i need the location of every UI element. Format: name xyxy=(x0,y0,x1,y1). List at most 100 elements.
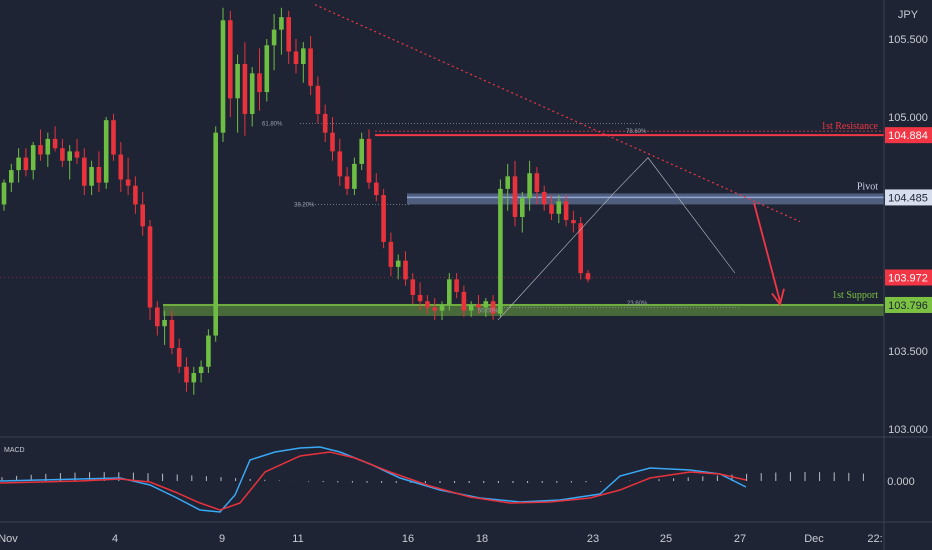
candle-body xyxy=(16,157,21,171)
candle-body xyxy=(344,176,350,189)
candle-body xyxy=(527,173,532,199)
candle-body xyxy=(96,166,102,183)
candle-body xyxy=(454,279,459,292)
candle-body xyxy=(359,138,364,164)
candle-body xyxy=(585,273,591,280)
candle-body xyxy=(191,373,197,383)
x-tick-label: 11 xyxy=(292,533,303,545)
candle-body xyxy=(38,145,43,155)
candle-body xyxy=(184,366,189,383)
candle-body xyxy=(103,120,109,183)
candle-body xyxy=(381,195,386,242)
x-tick-label: 18 xyxy=(476,533,488,545)
candle-body xyxy=(293,51,299,64)
candle-body xyxy=(206,335,211,367)
candle-body xyxy=(322,113,328,133)
candle-body xyxy=(315,85,321,114)
candle-body xyxy=(447,279,452,305)
candle-body xyxy=(264,45,270,93)
y-tick-label: 103.000 xyxy=(888,424,928,436)
candle-body xyxy=(242,63,248,114)
candle-body xyxy=(520,198,525,217)
candle-body xyxy=(23,157,29,171)
candle-body xyxy=(556,201,562,214)
candle-body xyxy=(461,291,467,311)
levels-layer xyxy=(0,122,884,316)
candle-body xyxy=(1,182,7,205)
candle-body xyxy=(45,138,51,155)
current-price-tag-label: 103.972 xyxy=(888,272,928,284)
candle-body xyxy=(505,176,510,189)
candle-body xyxy=(140,204,145,227)
candle-body xyxy=(563,201,569,221)
candle-body xyxy=(133,185,138,205)
x-tick-label: 23 xyxy=(587,533,599,545)
candle-body xyxy=(82,157,87,186)
candle-body xyxy=(60,148,65,161)
candle-body xyxy=(388,241,394,267)
candle-body xyxy=(395,260,401,267)
candle-body xyxy=(498,188,503,314)
candle-body xyxy=(198,366,204,374)
candle-body xyxy=(352,163,357,189)
candle-body xyxy=(534,173,540,192)
candle-body xyxy=(74,151,80,158)
macd-line xyxy=(0,446,747,513)
forecast-arrow-head xyxy=(771,288,785,307)
support-tag-label: 103.796 xyxy=(888,300,928,312)
candle-body xyxy=(476,304,481,308)
candle-body xyxy=(235,63,240,99)
candle-body xyxy=(249,73,255,114)
x-tick-label: Nov xyxy=(0,533,18,545)
descending-trendline xyxy=(314,4,801,223)
candle-body xyxy=(432,307,437,311)
support-tag xyxy=(885,296,932,313)
fib-label: 78.60% xyxy=(626,129,647,135)
candle-body xyxy=(301,48,306,64)
resistance-name-label: 1st Resistance xyxy=(821,121,878,132)
x-tick-label: 16 xyxy=(402,533,414,545)
fib-label: 38.20% xyxy=(294,202,315,208)
macd-zero-label: 0.000 xyxy=(887,476,915,488)
candle-body xyxy=(468,304,474,311)
annotations-layer: 61.80% 38.20% 78.60% 50.00% 23.60% 1st Resist… xyxy=(262,4,879,321)
x-tick-label: 4 xyxy=(112,533,118,545)
y-tick-label: 103.500 xyxy=(888,346,928,358)
resistance-tag-label: 104.884 xyxy=(888,130,928,142)
candle-body xyxy=(169,319,175,349)
candle-body xyxy=(271,29,277,46)
candle-body xyxy=(162,319,167,327)
candle-body xyxy=(439,304,445,311)
fib-label: 61.80% xyxy=(262,121,283,127)
candle-body xyxy=(111,120,116,155)
candle-body xyxy=(89,166,94,186)
candle-body xyxy=(257,73,262,93)
pivot-name-label: Pivot xyxy=(857,181,878,192)
forecast-arrow-line xyxy=(753,202,781,302)
candle-body xyxy=(330,132,335,152)
candles-layer xyxy=(1,7,591,395)
candle-body xyxy=(52,138,58,149)
y-tick-label: 105.000 xyxy=(888,112,928,124)
candle-body xyxy=(417,294,423,302)
currency-label: JPY xyxy=(898,9,919,21)
candle-body xyxy=(337,151,343,177)
candle-body xyxy=(9,170,14,183)
candle-body xyxy=(578,223,583,274)
x-tick-label: 22: xyxy=(867,533,882,545)
candle-body xyxy=(308,48,313,86)
candle-body xyxy=(571,220,576,224)
candle-body xyxy=(118,154,124,180)
x-tick-label: 27 xyxy=(734,533,746,545)
candle-body xyxy=(155,307,160,327)
signal-line xyxy=(0,451,747,511)
macd-panel: MACD 0.000 xyxy=(0,446,915,513)
resistance-tag xyxy=(885,127,932,144)
candle-body xyxy=(220,20,226,133)
x-tick-label: 9 xyxy=(219,533,225,545)
candle-body xyxy=(67,151,72,161)
candle-body xyxy=(374,182,379,196)
pattern-lines xyxy=(497,157,736,321)
